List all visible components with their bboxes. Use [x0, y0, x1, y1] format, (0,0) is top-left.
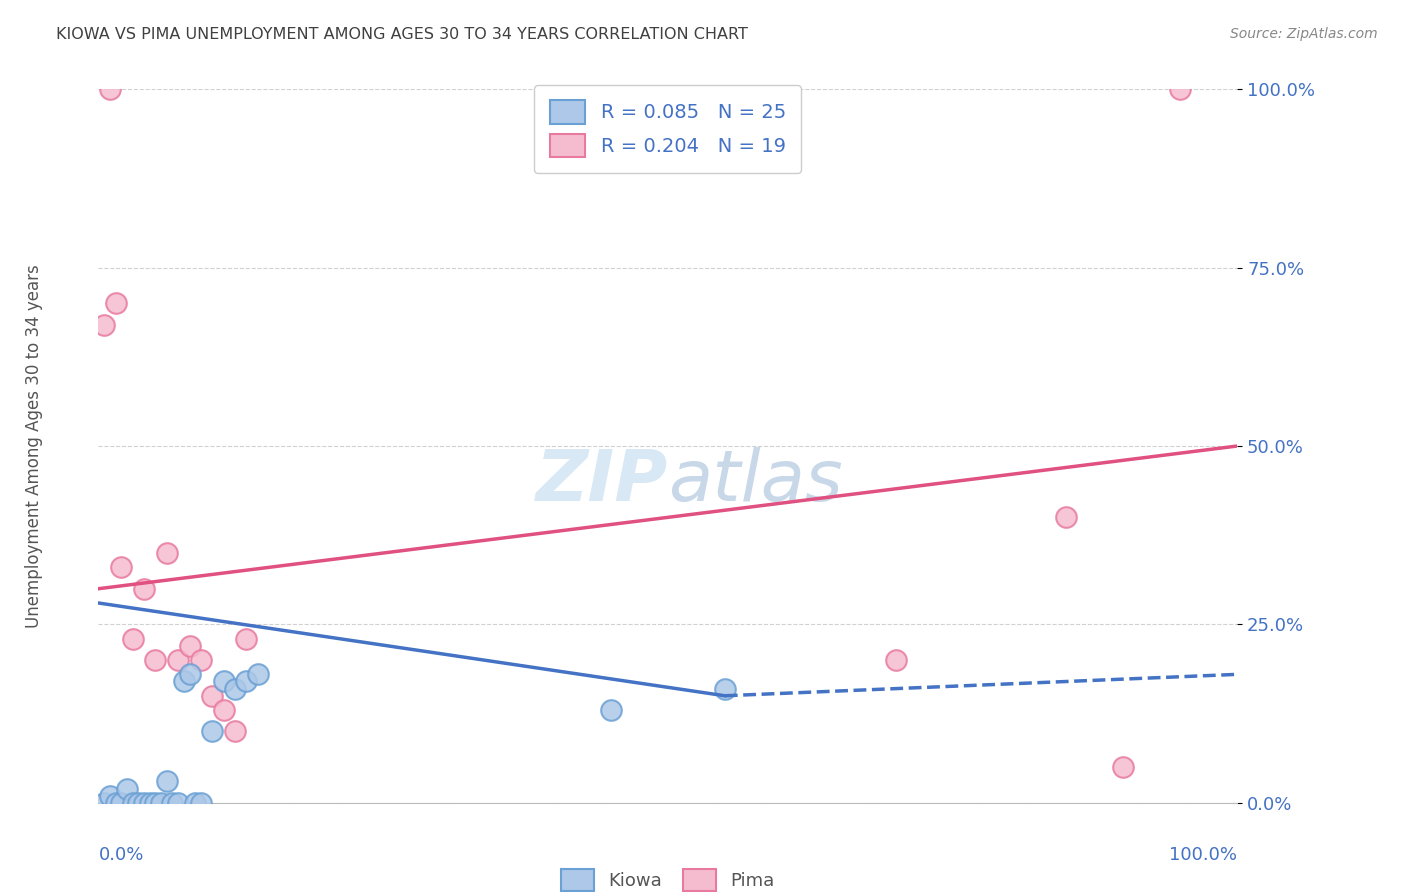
- Point: [201, 689, 224, 703]
- Point: [190, 796, 212, 810]
- Point: [132, 796, 155, 810]
- Text: KIOWA VS PIMA UNEMPLOYMENT AMONG AGES 30 TO 34 YEARS CORRELATION CHART: KIOWA VS PIMA UNEMPLOYMENT AMONG AGES 30…: [56, 27, 748, 42]
- Point: [150, 796, 173, 810]
- Point: [93, 796, 115, 810]
- Point: [246, 667, 269, 681]
- Point: [184, 796, 207, 810]
- Point: [224, 724, 246, 739]
- Point: [201, 724, 224, 739]
- Point: [212, 674, 235, 689]
- Point: [173, 674, 195, 689]
- Point: [167, 653, 190, 667]
- Point: [190, 653, 212, 667]
- Legend: Kiowa, Pima: Kiowa, Pima: [554, 862, 782, 892]
- Point: [121, 796, 143, 810]
- Point: [127, 796, 149, 810]
- Point: [145, 796, 167, 810]
- Point: [121, 632, 143, 646]
- Point: [156, 774, 179, 789]
- Text: 100.0%: 100.0%: [1170, 846, 1237, 863]
- Point: [212, 703, 235, 717]
- Point: [600, 703, 623, 717]
- Point: [179, 667, 201, 681]
- Point: [110, 560, 132, 574]
- Point: [132, 582, 155, 596]
- Point: [162, 796, 184, 810]
- Point: [235, 632, 257, 646]
- Point: [115, 781, 138, 796]
- Point: [167, 796, 190, 810]
- Text: atlas: atlas: [668, 447, 842, 516]
- Text: Source: ZipAtlas.com: Source: ZipAtlas.com: [1230, 27, 1378, 41]
- Point: [179, 639, 201, 653]
- Point: [145, 653, 167, 667]
- Point: [224, 681, 246, 696]
- Point: [714, 681, 737, 696]
- Point: [98, 789, 121, 803]
- Point: [138, 796, 160, 810]
- Point: [1056, 510, 1078, 524]
- Point: [1112, 760, 1135, 774]
- Text: 0.0%: 0.0%: [98, 846, 143, 863]
- Y-axis label: Unemployment Among Ages 30 to 34 years: Unemployment Among Ages 30 to 34 years: [25, 264, 42, 628]
- Point: [93, 318, 115, 332]
- Point: [235, 674, 257, 689]
- Point: [156, 546, 179, 560]
- Point: [110, 796, 132, 810]
- Point: [98, 82, 121, 96]
- Point: [104, 796, 127, 810]
- Point: [104, 296, 127, 310]
- Point: [884, 653, 907, 667]
- Point: [1170, 82, 1192, 96]
- Text: ZIP: ZIP: [536, 447, 668, 516]
